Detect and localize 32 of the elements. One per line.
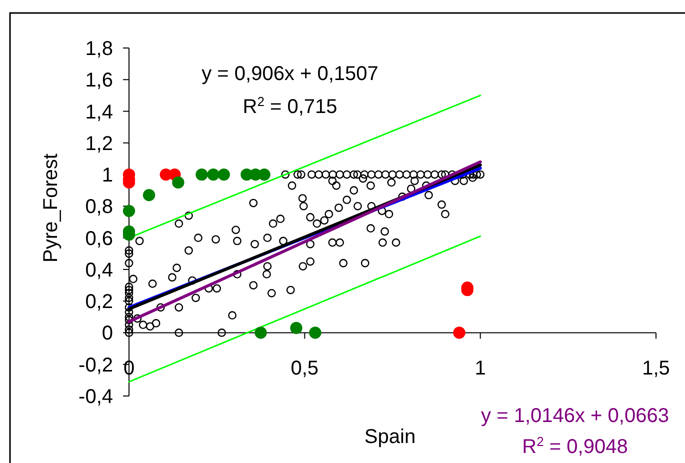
point — [309, 326, 322, 339]
point — [453, 326, 466, 339]
y-tick-label: -0,4 — [78, 386, 113, 408]
text: R$^{2}$ = 0,9048 — [522, 434, 628, 458]
x-tick-label: 0,5 — [290, 358, 319, 380]
point — [258, 168, 270, 181]
y-tick-label: 0 — [102, 322, 113, 345]
text: y = 1,0146x + 0,0663 — [481, 405, 669, 427]
point — [172, 176, 184, 189]
point — [254, 326, 267, 339]
y-axis-title: Pyre_Forest — [40, 153, 62, 262]
annotation: R$^{2}$ = 0,715 — [242, 94, 338, 118]
y-tick-label: -0,2 — [78, 354, 113, 376]
y-tick-label: 0,8 — [85, 196, 113, 218]
point — [196, 168, 208, 181]
annotation: y = 0,906x + 0,1507 — [202, 63, 378, 85]
point — [142, 189, 156, 202]
y-tick-label: 1 — [102, 164, 113, 187]
point — [122, 204, 136, 218]
y-tick-label: 0,6 — [85, 228, 113, 250]
point — [218, 168, 230, 181]
y-tick-label: 1,8 — [85, 38, 113, 60]
x-tick-label: 1,5 — [642, 358, 670, 380]
point — [290, 322, 302, 334]
y-tick-label: 1,6 — [85, 70, 113, 92]
y-tick-label: 0,2 — [85, 291, 113, 314]
x-tick-label: 1 — [474, 358, 486, 380]
y-tick-label: 1,4 — [85, 101, 113, 124]
point — [207, 168, 220, 181]
x-axis-title: Spain — [364, 426, 416, 448]
y-tick-label: 1,2 — [85, 132, 113, 155]
y-tick-label: 0,4 — [85, 259, 113, 282]
